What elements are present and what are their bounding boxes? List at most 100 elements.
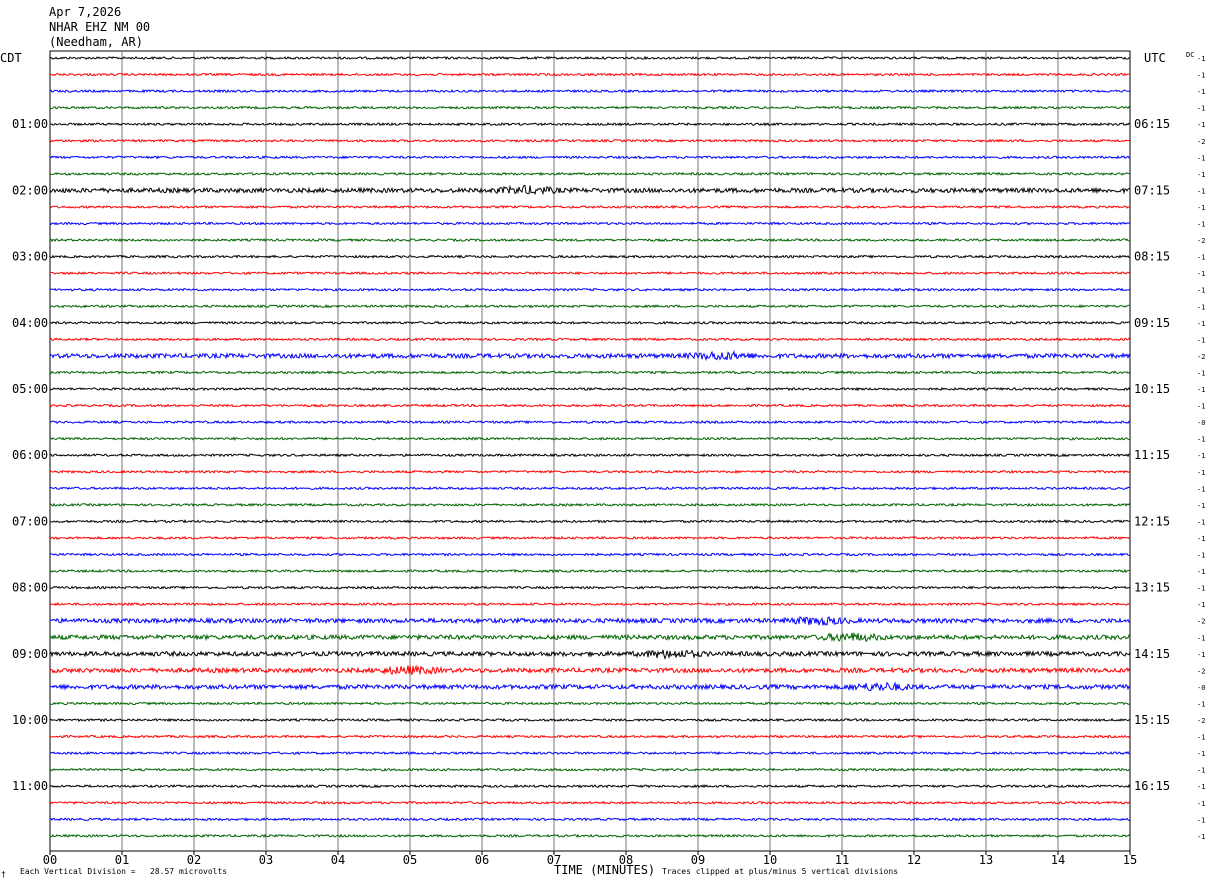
right-hour-label: 09:15 xyxy=(1134,316,1170,330)
x-tick-label: 00 xyxy=(43,853,57,867)
dc-offset-label: -1 xyxy=(1197,485,1205,493)
dc-offset-label: -1 xyxy=(1197,601,1205,609)
left-timezone-label: CDT xyxy=(0,51,22,65)
trace-line xyxy=(49,386,1131,392)
trace-line xyxy=(49,419,1131,425)
dc-offset-label: -0 xyxy=(1197,684,1205,692)
left-hour-label: 03:00 xyxy=(12,250,48,264)
right-hour-label: 12:15 xyxy=(1134,514,1170,528)
right-hour-label: 13:15 xyxy=(1134,581,1170,595)
dc-offset-label: -1 xyxy=(1197,535,1205,543)
dc-offset-label: -1 xyxy=(1197,320,1205,328)
left-hour-label: 06:00 xyxy=(12,448,48,462)
scale-note: Each Vertical Division = 28.57 microvolt… xyxy=(20,867,228,876)
plot-date: Apr 7,2026 xyxy=(49,5,122,19)
trace-line xyxy=(49,800,1131,805)
station-code: NHAR EHZ NM 00 xyxy=(49,20,151,34)
dc-offset-label: -2 xyxy=(1197,237,1205,245)
trace-line xyxy=(49,469,1131,474)
trace-line xyxy=(49,649,1131,660)
trace-line xyxy=(49,171,1131,176)
clip-note: Traces clipped at plus/minus 5 vertical … xyxy=(662,867,899,876)
dc-offset-label: -1 xyxy=(1197,154,1205,162)
trace-line xyxy=(49,552,1130,557)
dc-offset-label: -1 xyxy=(1197,552,1205,560)
trace-line xyxy=(49,320,1131,325)
trace-line xyxy=(49,105,1131,110)
dc-offset-label: -1 xyxy=(1197,651,1205,659)
trace-line xyxy=(49,72,1131,77)
dc-offset-label: -1 xyxy=(1197,783,1205,791)
dc-offset-label: -1 xyxy=(1197,634,1205,642)
dc-offset-label: -1 xyxy=(1197,221,1205,229)
x-tick-label: 08 xyxy=(619,853,633,867)
trace-line xyxy=(49,337,1131,342)
dc-offset-label: -1 xyxy=(1197,502,1205,510)
right-hour-label: 15:15 xyxy=(1134,713,1170,727)
right-hour-label: 08:15 xyxy=(1134,250,1170,264)
trace-line xyxy=(49,486,1131,491)
dc-offset-label: -1 xyxy=(1197,303,1205,311)
trace-line xyxy=(49,519,1131,524)
trace-line xyxy=(49,767,1131,772)
trace-line xyxy=(49,155,1131,160)
dc-offset-label: -1 xyxy=(1197,386,1205,394)
dc-offset-label: -1 xyxy=(1197,568,1205,576)
dc-offset-label: -1 xyxy=(1197,800,1205,808)
left-hour-label: 05:00 xyxy=(12,382,48,396)
trace-line xyxy=(49,121,1131,127)
right-timezone-label: UTC xyxy=(1144,51,1166,65)
dc-offset-label: -1 xyxy=(1197,403,1205,411)
trace-line xyxy=(49,287,1131,292)
x-axis-title: TIME (MINUTES) xyxy=(554,863,656,877)
right-hour-label: 06:15 xyxy=(1134,117,1170,131)
dc-offset-label: -0 xyxy=(1197,419,1205,427)
dc-offset-label: -1 xyxy=(1197,833,1205,841)
dc-offset-label: -1 xyxy=(1197,469,1205,477)
trace-line xyxy=(49,615,1131,626)
plot-frame xyxy=(49,50,1131,852)
dc-offset-label: -1 xyxy=(1197,767,1205,775)
trace-line xyxy=(49,734,1131,739)
trace-line xyxy=(49,55,1131,61)
right-hour-label: 10:15 xyxy=(1134,382,1170,396)
trace-line xyxy=(49,403,1131,408)
trace-line xyxy=(49,751,1131,756)
x-tick-label: 02 xyxy=(187,853,201,867)
trace-line xyxy=(49,237,1131,243)
left-hour-label: 08:00 xyxy=(12,581,48,595)
right-hour-label: 11:15 xyxy=(1134,448,1170,462)
dc-offset-label: -2 xyxy=(1197,618,1205,626)
trace-line xyxy=(49,254,1131,259)
trace-line xyxy=(49,138,1131,143)
trace-line xyxy=(49,602,1131,607)
trace-line xyxy=(49,681,1131,692)
dc-offset-label: -1 xyxy=(1197,72,1205,80)
trace-line xyxy=(49,436,1131,441)
scale-icon: † xyxy=(1,870,6,879)
trace-line xyxy=(49,370,1131,375)
trace-line xyxy=(49,350,1131,362)
dc-offset-label: -2 xyxy=(1197,717,1205,725)
dc-offset-label: -1 xyxy=(1197,452,1205,460)
trace-line xyxy=(49,271,1131,276)
trace-line xyxy=(49,717,1131,723)
dc-offset-label: -1 xyxy=(1197,187,1205,195)
dc-offset-label: -1 xyxy=(1197,336,1205,344)
x-tick-label: 06 xyxy=(475,853,489,867)
x-tick-label: 15 xyxy=(1123,853,1137,867)
dc-offset-label: -1 xyxy=(1197,585,1205,593)
trace-line xyxy=(49,453,1131,458)
dc-offset-label: -1 xyxy=(1197,436,1205,444)
x-tick-label: 14 xyxy=(1051,853,1065,867)
x-tick-label: 05 xyxy=(403,853,417,867)
x-tick-label: 09 xyxy=(691,853,705,867)
x-tick-label: 10 xyxy=(763,853,777,867)
x-tick-label: 04 xyxy=(331,853,345,867)
left-hour-label: 09:00 xyxy=(12,647,48,661)
right-hour-label: 14:15 xyxy=(1134,647,1170,661)
dc-offset-label: -1 xyxy=(1197,105,1205,113)
trace-line xyxy=(49,701,1131,706)
x-tick-label: 11 xyxy=(835,853,849,867)
